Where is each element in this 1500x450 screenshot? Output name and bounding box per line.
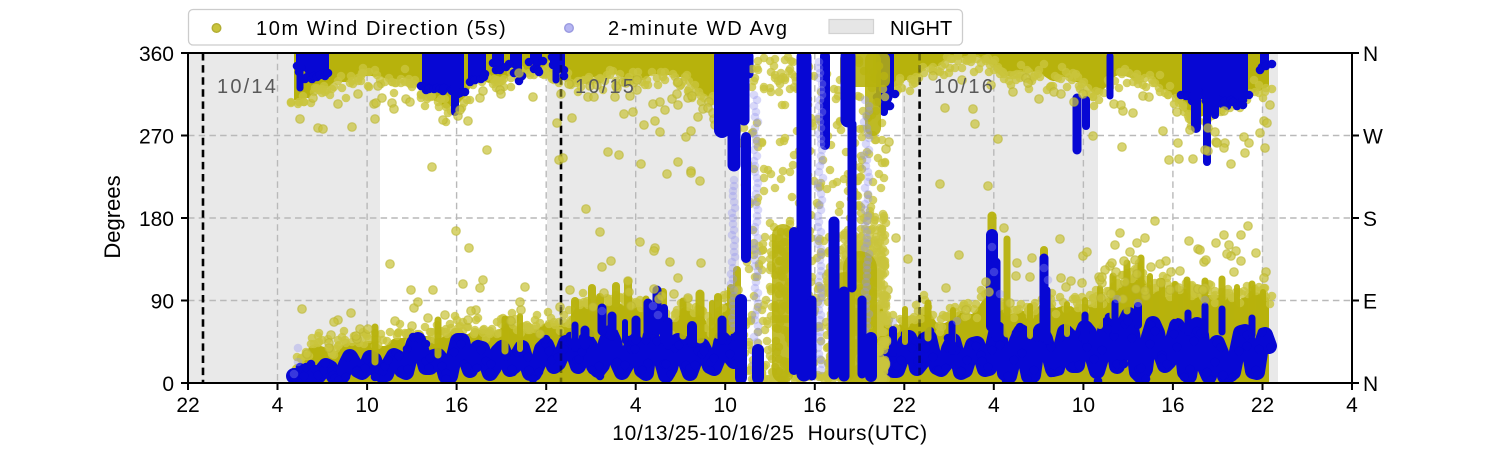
svg-text:N: N — [1363, 373, 1378, 396]
svg-text:360: 360 — [139, 43, 174, 66]
svg-text:10/16: 10/16 — [934, 76, 995, 98]
svg-text:16: 16 — [803, 394, 826, 417]
svg-text:E: E — [1363, 291, 1377, 314]
svg-text:10/13/25-10/16/25 Hours(UTC): 10/13/25-10/16/25 Hours(UTC) — [612, 422, 928, 445]
svg-text:W: W — [1363, 126, 1383, 149]
svg-text:22: 22 — [893, 394, 916, 417]
svg-text:4: 4 — [630, 394, 642, 417]
svg-text:16: 16 — [1161, 394, 1184, 417]
svg-text:4: 4 — [1346, 394, 1358, 417]
svg-text:10: 10 — [1072, 394, 1095, 417]
svg-text:90: 90 — [151, 291, 174, 314]
svg-text:10: 10 — [355, 394, 378, 417]
svg-text:10: 10 — [714, 394, 737, 417]
svg-text:180: 180 — [139, 208, 174, 231]
svg-text:22: 22 — [176, 394, 199, 417]
svg-text:2-minute WD Avg: 2-minute WD Avg — [608, 18, 789, 40]
svg-text:N: N — [1363, 43, 1378, 66]
svg-text:22: 22 — [535, 394, 558, 417]
svg-text:S: S — [1363, 208, 1377, 231]
svg-text:22: 22 — [1251, 394, 1274, 417]
svg-text:4: 4 — [272, 394, 284, 417]
svg-text:4: 4 — [988, 394, 1000, 417]
svg-text:10/15: 10/15 — [575, 76, 636, 98]
svg-text:Degrees: Degrees — [100, 175, 125, 258]
svg-text:270: 270 — [139, 126, 174, 149]
svg-text:10m Wind Direction (5s): 10m Wind Direction (5s) — [256, 18, 507, 40]
svg-text:10/14: 10/14 — [217, 76, 278, 98]
svg-text:16: 16 — [445, 394, 468, 417]
svg-text:NIGHT: NIGHT — [890, 18, 952, 40]
svg-text:0: 0 — [162, 373, 174, 396]
